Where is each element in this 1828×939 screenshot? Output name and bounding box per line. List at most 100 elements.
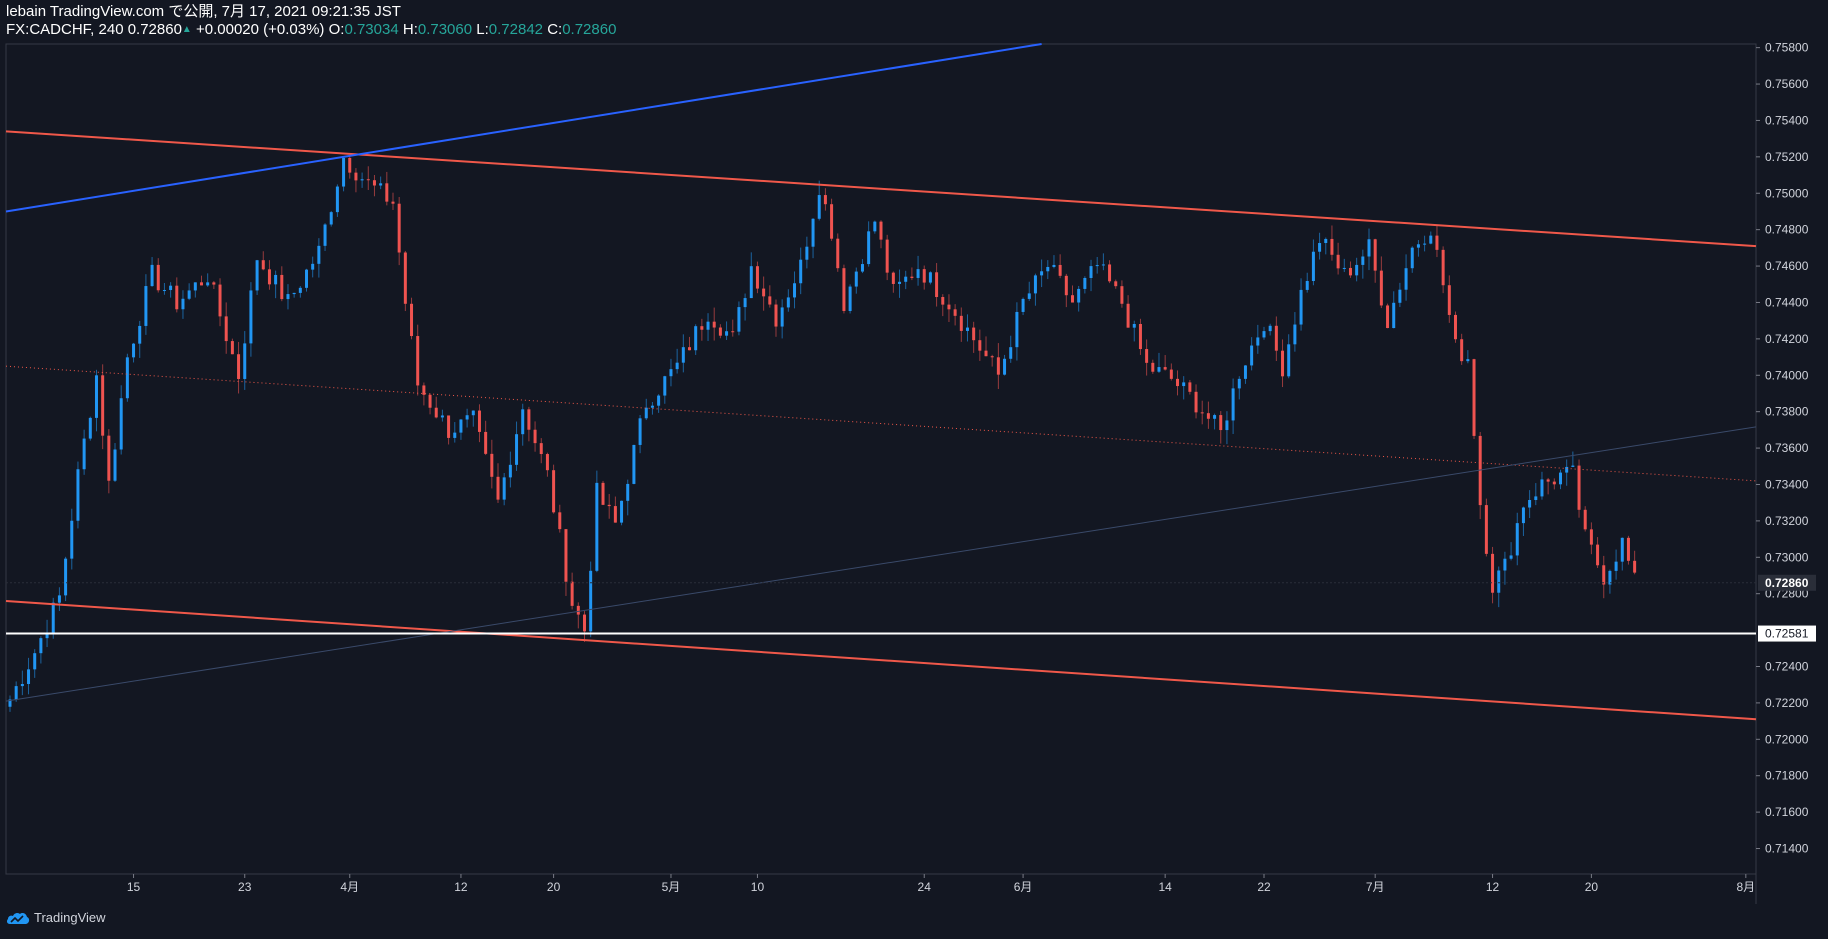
candle-body bbox=[459, 419, 463, 433]
candle-body bbox=[1392, 302, 1396, 329]
candle-body bbox=[1250, 345, 1254, 366]
candle-body bbox=[1416, 244, 1420, 248]
candle-body bbox=[1373, 239, 1377, 271]
time-tick-label: 15 bbox=[127, 880, 141, 894]
candle-body bbox=[1324, 238, 1328, 244]
candle-body bbox=[8, 699, 12, 707]
mid-channel-line bbox=[5, 365, 1757, 482]
candle-body bbox=[885, 239, 889, 273]
price-tick-label: 0.75600 bbox=[1765, 77, 1809, 91]
candle-body bbox=[941, 297, 945, 305]
high-value: 0.73060 bbox=[417, 21, 473, 38]
candle-body bbox=[1200, 412, 1204, 414]
candle-body bbox=[237, 354, 241, 379]
candle-body bbox=[774, 304, 778, 327]
candle-body bbox=[694, 326, 698, 351]
candle-body bbox=[416, 336, 420, 386]
low-value: 0.72842 bbox=[488, 21, 544, 38]
candle-body bbox=[193, 282, 197, 291]
candle-body bbox=[1336, 254, 1340, 269]
candle-body bbox=[156, 264, 160, 291]
candle-body bbox=[249, 290, 253, 344]
candle-body bbox=[323, 224, 327, 246]
time-tick-label: 5月 bbox=[662, 880, 681, 894]
candle-body bbox=[298, 287, 302, 293]
candle-body bbox=[1484, 505, 1488, 554]
candle-body bbox=[1410, 247, 1414, 269]
time-tick-label: 7月 bbox=[1366, 880, 1385, 894]
candle-body bbox=[780, 307, 784, 327]
candle-body bbox=[638, 418, 642, 445]
low-label: L: bbox=[476, 21, 489, 38]
candle-body bbox=[1497, 570, 1501, 593]
candle-body bbox=[990, 356, 994, 358]
candle-body bbox=[1163, 367, 1167, 370]
candle-body bbox=[1441, 249, 1445, 286]
candle-body bbox=[1466, 359, 1470, 362]
candle-body bbox=[793, 283, 797, 298]
candle-body bbox=[1089, 266, 1093, 278]
candle-body bbox=[873, 221, 877, 232]
candle-body bbox=[1120, 286, 1124, 304]
time-tick-label: 10 bbox=[751, 880, 765, 894]
candle-body bbox=[1534, 496, 1538, 501]
candle-body bbox=[1213, 415, 1217, 419]
candle-body bbox=[1040, 271, 1044, 276]
candle-body bbox=[1540, 479, 1544, 497]
candle-body bbox=[1423, 243, 1427, 245]
price-change: +0.00020 (+0.03%) bbox=[196, 21, 325, 38]
candle-body bbox=[1052, 264, 1056, 267]
candle-body bbox=[1027, 293, 1031, 299]
candle-body bbox=[1348, 267, 1352, 276]
candle-body bbox=[1095, 265, 1099, 267]
candle-body bbox=[1108, 264, 1112, 282]
candle-body bbox=[212, 282, 216, 285]
candle-body bbox=[725, 331, 729, 336]
candle-body bbox=[1243, 365, 1247, 379]
candle-body bbox=[1602, 565, 1606, 585]
candle-body bbox=[101, 375, 105, 436]
candle-body bbox=[64, 558, 68, 596]
candle-body bbox=[1565, 466, 1569, 473]
price-tick-label: 0.74400 bbox=[1765, 295, 1809, 309]
candle-body bbox=[700, 326, 704, 330]
candle-body bbox=[428, 394, 432, 408]
candle-body bbox=[422, 385, 426, 395]
candle-body bbox=[1460, 339, 1464, 362]
footer-brand[interactable]: TradingView bbox=[6, 910, 106, 925]
candle-body bbox=[1596, 544, 1600, 566]
candle-body bbox=[817, 195, 821, 219]
candle-body bbox=[410, 303, 414, 337]
candle-body bbox=[1521, 507, 1525, 524]
candle-body bbox=[434, 407, 438, 418]
candle-body bbox=[33, 653, 37, 670]
last-price-tag bbox=[1758, 574, 1816, 591]
candle-body bbox=[805, 246, 809, 260]
price-tick-label: 0.73600 bbox=[1765, 441, 1809, 455]
candle-body bbox=[959, 315, 963, 331]
candle-body bbox=[737, 307, 741, 332]
time-tick-label: 14 bbox=[1158, 880, 1172, 894]
candle-body bbox=[1083, 277, 1087, 289]
candle-body bbox=[1194, 391, 1198, 413]
candle-body bbox=[372, 180, 376, 186]
candle-body bbox=[14, 686, 18, 700]
candle-body bbox=[1491, 553, 1495, 593]
candle-body bbox=[972, 327, 976, 341]
price-tick-label: 0.72000 bbox=[1765, 732, 1809, 746]
candle-body bbox=[1583, 509, 1587, 530]
candle-body bbox=[1138, 323, 1142, 350]
open-label: O: bbox=[328, 21, 345, 38]
candle-body bbox=[335, 186, 339, 213]
candle-body bbox=[644, 407, 648, 419]
candle-body bbox=[1367, 239, 1371, 257]
time-tick-label: 22 bbox=[1257, 880, 1271, 894]
candle-body bbox=[1361, 256, 1365, 265]
time-tick-label: 24 bbox=[918, 880, 932, 894]
candle-body bbox=[570, 581, 574, 606]
candle-body bbox=[1311, 251, 1315, 281]
time-tick-label: 20 bbox=[547, 880, 561, 894]
candle-body bbox=[576, 605, 580, 615]
close-value: 0.72860 bbox=[562, 21, 617, 38]
